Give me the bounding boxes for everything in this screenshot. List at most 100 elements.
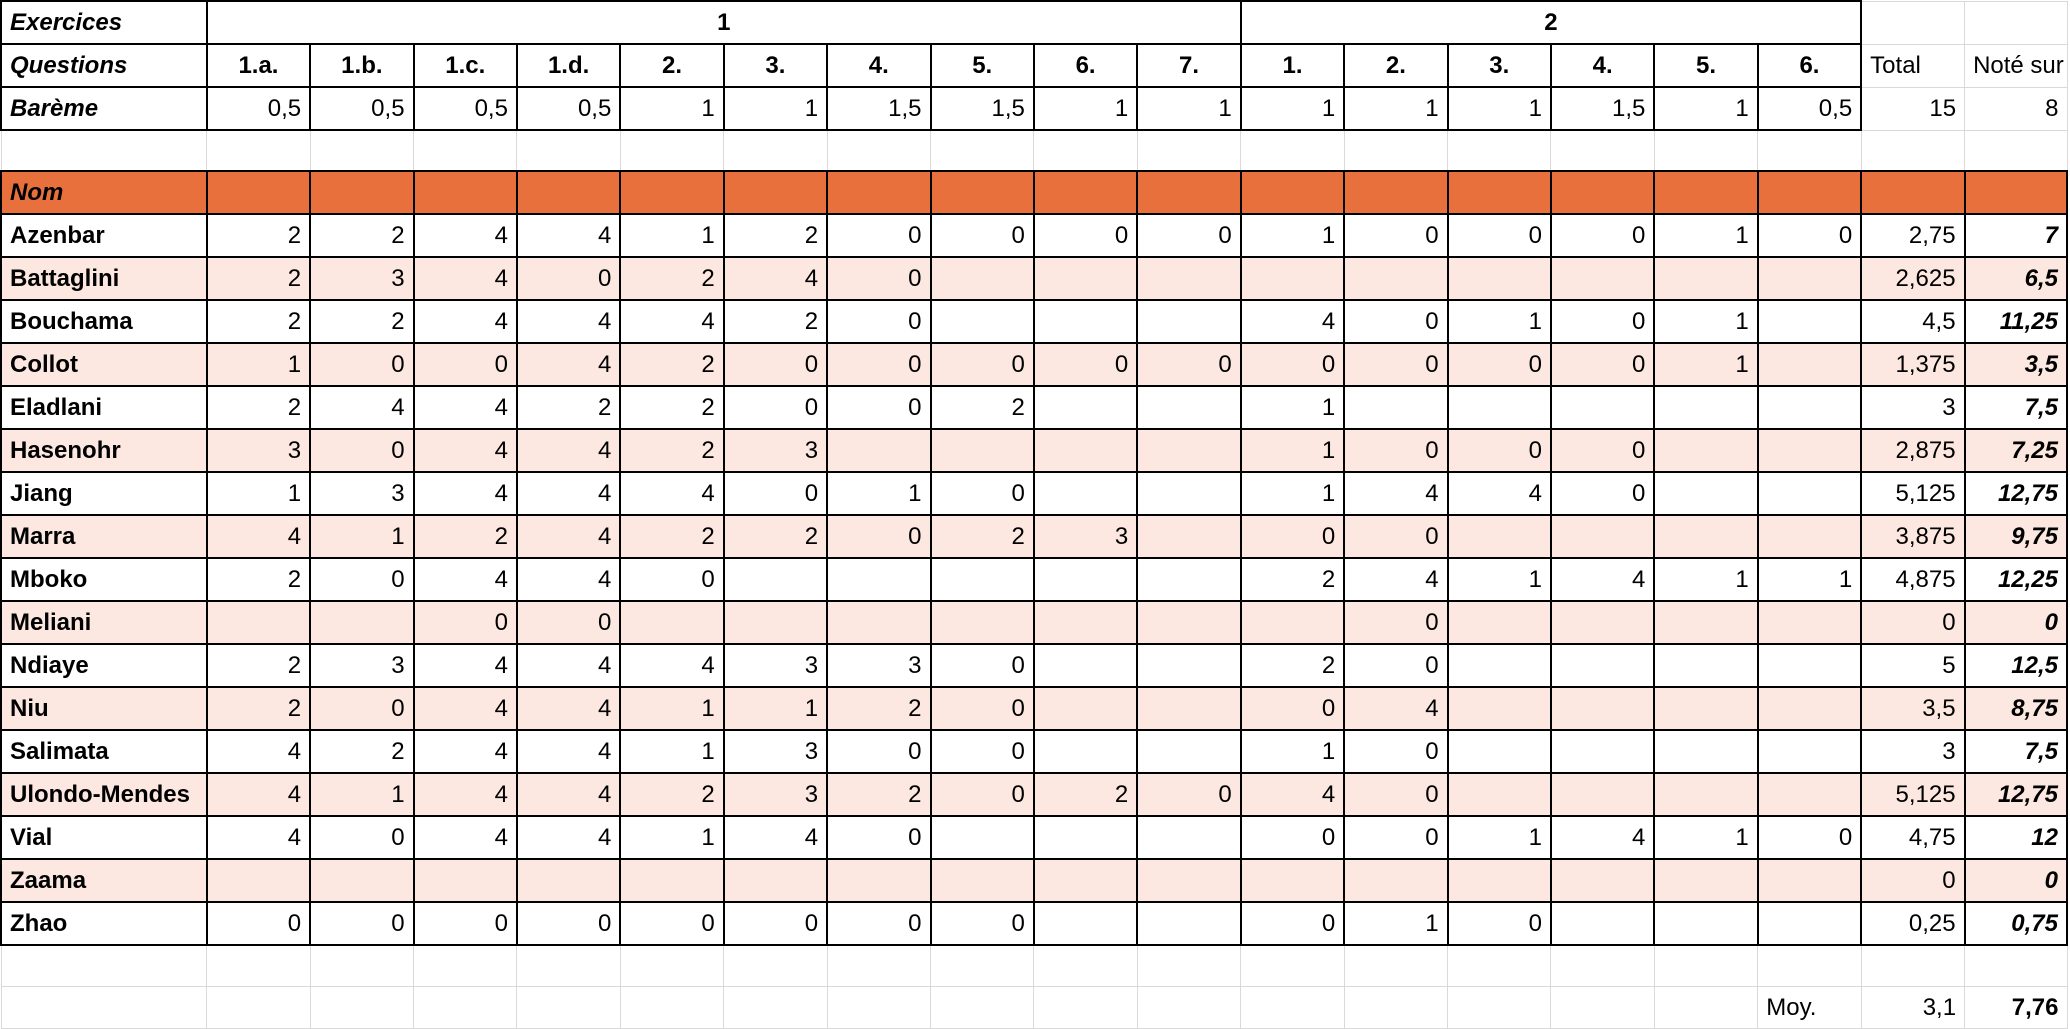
score-cell[interactable]: 0 [309,686,415,731]
score-cell[interactable] [1550,686,1656,731]
empty-cell[interactable] [516,944,621,987]
score-cell[interactable]: 3 [309,471,415,516]
score-cell[interactable]: 3 [206,428,312,473]
question-header[interactable]: 4. [826,43,932,88]
nom-band-cell[interactable] [309,170,415,215]
bareme-value[interactable]: 1,5 [826,86,932,131]
score-cell[interactable] [619,600,725,645]
question-header[interactable]: 3. [1447,43,1552,88]
bareme-label[interactable]: Barème [0,86,208,131]
nom-band-cell[interactable] [929,170,1035,215]
empty-cell[interactable] [1136,944,1242,987]
score-cell[interactable]: 4 [413,643,518,688]
score-cell[interactable] [1757,901,1863,946]
score-cell[interactable] [1550,772,1656,817]
score-cell[interactable] [1136,256,1242,301]
student-total[interactable]: 2,625 [1860,256,1966,301]
score-cell[interactable] [1136,557,1242,602]
empty-cell[interactable] [929,129,1035,172]
score-cell[interactable] [619,858,725,903]
score-cell[interactable]: 0 [826,385,932,430]
score-cell[interactable] [826,858,932,903]
score-cell[interactable]: 0 [1447,342,1552,387]
score-cell[interactable]: 0 [929,643,1035,688]
score-cell[interactable]: 0 [723,901,829,946]
score-cell[interactable] [1550,256,1656,301]
score-cell[interactable]: 2 [206,213,312,258]
student-total[interactable]: 2,875 [1860,428,1966,473]
student-total[interactable]: 4,75 [1860,815,1966,860]
score-cell[interactable] [1447,256,1552,301]
student-note[interactable]: 0 [1964,858,2069,903]
score-cell[interactable]: 4 [516,428,622,473]
score-cell[interactable]: 3 [723,729,829,774]
empty-cell[interactable] [1136,985,1242,1029]
score-cell[interactable] [1136,643,1242,688]
empty-cell[interactable] [0,129,208,172]
score-cell[interactable]: 0 [309,428,415,473]
score-cell[interactable] [723,600,829,645]
nom-band-cell[interactable] [723,170,829,215]
student-name[interactable]: Hasenohr [0,428,208,473]
score-cell[interactable] [1550,729,1656,774]
score-cell[interactable]: 0 [413,901,518,946]
score-cell[interactable]: 3 [723,428,829,473]
student-name[interactable]: Salimata [0,729,208,774]
student-name[interactable]: Niu [0,686,208,731]
score-cell[interactable] [1757,385,1863,430]
empty-cell[interactable] [1860,0,1966,45]
score-cell[interactable] [1653,600,1759,645]
score-cell[interactable]: 2 [826,686,932,731]
bareme-total[interactable]: 15 [1860,86,1966,131]
score-cell[interactable]: 3 [723,772,829,817]
moy-label[interactable]: Moy. [1757,985,1862,1029]
empty-cell[interactable] [0,985,208,1029]
score-cell[interactable]: 0 [1343,514,1449,559]
bareme-value[interactable]: 1 [1240,86,1346,131]
score-cell[interactable]: 2 [619,256,725,301]
score-cell[interactable]: 0 [1136,213,1242,258]
score-cell[interactable] [1033,815,1139,860]
empty-cell[interactable] [309,985,415,1029]
score-cell[interactable] [929,600,1035,645]
score-cell[interactable] [1757,643,1863,688]
score-cell[interactable] [1136,428,1242,473]
student-name[interactable]: Meliani [0,600,208,645]
score-cell[interactable] [1240,600,1346,645]
score-cell[interactable]: 0 [826,213,932,258]
score-cell[interactable]: 0 [723,471,829,516]
nom-band-cell[interactable] [619,170,725,215]
empty-cell[interactable] [1033,985,1138,1029]
score-cell[interactable] [1757,686,1863,731]
score-cell[interactable] [1757,514,1863,559]
student-note[interactable]: 6,5 [1964,256,2069,301]
score-cell[interactable]: 4 [1343,471,1449,516]
score-cell[interactable]: 1 [1447,557,1552,602]
score-cell[interactable]: 0 [929,729,1035,774]
score-cell[interactable]: 0 [1033,213,1139,258]
score-cell[interactable]: 2 [516,385,622,430]
score-cell[interactable] [1136,901,1242,946]
student-note[interactable]: 12,25 [1964,557,2069,602]
score-cell[interactable]: 0 [929,471,1035,516]
empty-cell[interactable] [309,944,415,987]
score-cell[interactable]: 0 [1343,342,1449,387]
score-cell[interactable]: 4 [206,772,312,817]
score-cell[interactable]: 1 [206,471,312,516]
question-header[interactable]: 6. [1757,43,1863,88]
student-name[interactable]: Mboko [0,557,208,602]
student-name[interactable]: Jiang [0,471,208,516]
score-cell[interactable] [1447,643,1552,688]
empty-cell[interactable] [723,985,828,1029]
empty-cell[interactable] [826,129,932,172]
empty-cell[interactable] [826,944,932,987]
student-total[interactable]: 3,875 [1860,514,1966,559]
score-cell[interactable]: 1 [1343,901,1449,946]
score-cell[interactable]: 2 [309,299,415,344]
empty-cell[interactable] [1860,129,1966,172]
empty-cell[interactable] [1343,985,1449,1029]
score-cell[interactable]: 0 [826,342,932,387]
score-cell[interactable]: 0 [826,514,932,559]
score-cell[interactable]: 0 [1343,299,1449,344]
score-cell[interactable]: 2 [1240,643,1346,688]
